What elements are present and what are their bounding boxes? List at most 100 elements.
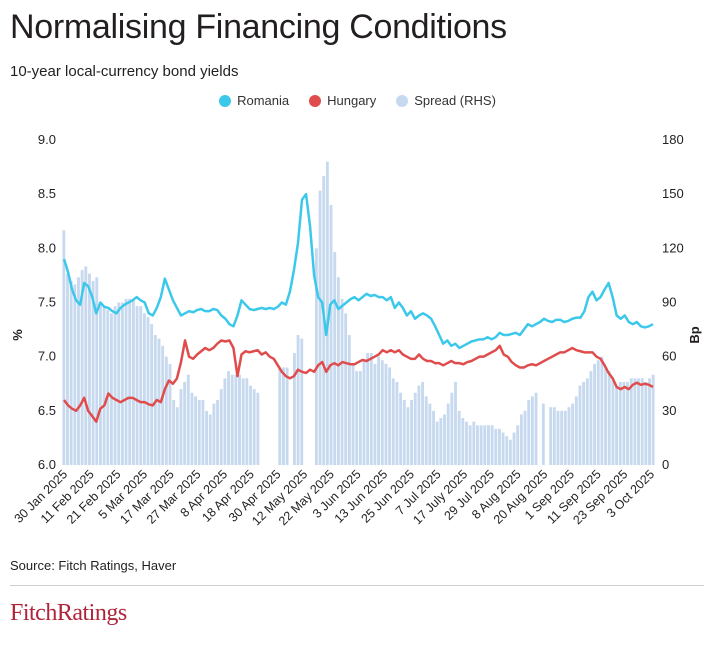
spread-bar [113,306,117,465]
y-tick-label-right: 60 [662,349,676,364]
source-note: Source: Fitch Ratings, Haver [10,558,177,573]
spread-bar [640,378,644,465]
spread-bar [369,353,373,465]
spread-bar [443,414,446,465]
spread-bar [391,378,395,465]
spread-bar [648,378,651,465]
spread-bar [80,270,84,465]
spread-bar [637,378,640,465]
y-axis-label-left: % [10,329,25,341]
spread-bar [519,414,523,465]
spread-bar [388,367,392,465]
spread-bar [410,400,414,465]
y-tick-label-left: 8.5 [38,186,56,201]
spread-bar [95,277,99,465]
spread-bar [278,367,282,465]
spread-bar [530,396,534,465]
spread-bar [629,378,633,465]
spread-bar [161,345,165,465]
spread-bar [179,389,183,465]
spread-bar [201,400,205,465]
spread-bar [216,400,219,465]
spread-bar [194,396,198,465]
spread-bar [139,306,143,465]
spread-bar [563,410,567,465]
y-tick-label-left: 6.5 [38,403,56,418]
spread-bar [88,273,91,465]
spread-bars [62,161,655,466]
spread-bar [249,385,252,465]
y-tick-label-right: 180 [662,132,684,147]
spread-bar [494,428,498,465]
spread-bar [384,363,388,465]
spread-bar [227,371,230,465]
spread-bar [457,410,461,465]
spread-bar [461,418,465,465]
spread-bar [333,251,337,465]
spread-bar [552,407,556,465]
spread-bar [128,298,132,465]
spread-bar [571,403,575,465]
spread-bar [296,335,300,465]
spread-bar [124,298,128,465]
spread-bar [479,425,483,465]
romania-line [62,192,654,350]
spread-bar [285,367,289,465]
spread-bar [402,400,406,465]
y-tick-label-left: 9.0 [38,132,56,147]
chart-legend: Romania Hungary Spread (RHS) [0,93,715,108]
spread-bar [618,381,622,465]
spread-bar [252,389,256,465]
spread-bar [329,205,333,465]
spread-bar [314,248,318,465]
spread-bar [534,392,538,465]
spread-bar [589,371,593,465]
spread-bar [77,277,80,465]
spread-bar [516,425,520,465]
spread-bar [465,421,468,465]
spread-bar [560,410,564,465]
y-tick-label-left: 8.0 [38,240,56,255]
spread-bar [472,421,476,465]
spread-bar [205,410,209,465]
spread-bar [556,410,560,465]
spread-bar [395,381,399,465]
y-tick-label-right: 120 [662,240,684,255]
spread-bar [234,374,238,465]
spread-bar [593,363,597,465]
legend-item-spread: Spread (RHS) [396,93,496,108]
hungary-line [63,339,654,423]
y-tick-label-right: 90 [662,295,676,310]
spread-bar [120,302,124,465]
spread-bar [651,374,655,465]
spread-bar [212,403,216,465]
spread-bar [435,421,439,465]
spread-bar [406,407,410,465]
spread-bar [238,374,241,465]
chart-plot: 6.0 6.5 7.0 7.5 8.0 8.5 9.0 0 30 60 90 120 150 180 3… [10,132,702,528]
spread-bar [633,378,637,465]
spread-bar [146,316,150,465]
spread-bar [450,392,454,465]
spread-bar [190,392,194,465]
spread-bar [413,392,417,465]
spread-bar [66,273,69,465]
spread-bar [487,425,490,465]
spread-bar [578,385,582,465]
spread-bar [421,381,424,465]
spread-bar [417,385,421,465]
y-tick-label-right: 150 [662,186,684,201]
spread-bar [336,277,340,465]
spread-bar [468,425,472,465]
spread-bar [362,360,366,465]
spread-bar [380,360,384,465]
spread-bar [318,190,322,465]
spread-bar [142,313,146,465]
spread-bar [245,378,249,465]
spread-bar [73,284,77,465]
spread-bar [230,374,234,465]
spread-bar [241,378,245,465]
spread-bar [197,400,201,465]
y-tick-label-right: 30 [662,403,676,418]
